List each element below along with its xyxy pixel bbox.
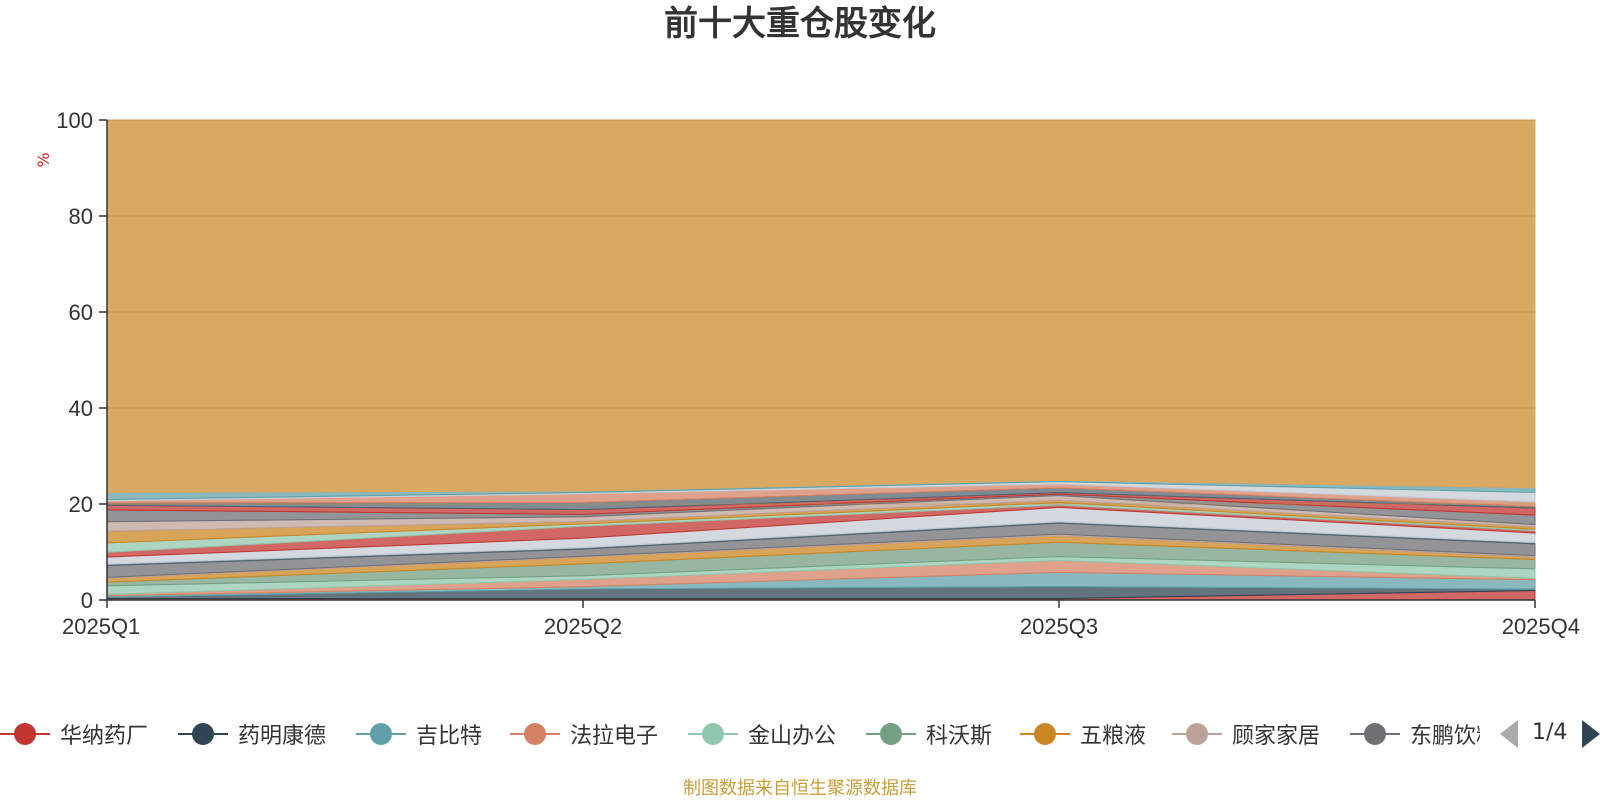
y-tick-label-2: 40	[69, 396, 93, 421]
legend-marker-dot	[1186, 723, 1208, 745]
y-tick-label-4: 80	[69, 204, 93, 229]
x-tick-label-1: 2025Q2	[544, 614, 622, 639]
legend-page-indicator: 1/4	[1532, 720, 1568, 745]
legend-label: 华纳药厂	[60, 724, 149, 749]
legend-marker-icon	[510, 712, 560, 756]
legend-marker-icon	[688, 712, 738, 756]
legend-label: 科沃斯	[926, 724, 993, 749]
legend-marker-dot	[192, 723, 214, 745]
x-tick-label-2: 2025Q3	[1020, 614, 1098, 639]
legend-item[interactable]: 顾家家居	[1172, 712, 1320, 756]
legend-marker-icon	[0, 712, 50, 756]
legend-label: 吉比特	[416, 724, 483, 749]
legend-label: 五粮液	[1080, 724, 1147, 749]
legend-item[interactable]: 法拉电子	[510, 712, 658, 756]
legend-item[interactable]: 金山办公	[688, 712, 836, 756]
legend-marker-icon	[866, 712, 916, 756]
legend-prev-page-icon[interactable]	[1500, 720, 1518, 748]
x-tick-label-3: 2025Q4	[1502, 614, 1580, 639]
legend: 华纳药厂 药明康德 吉比特 法拉电子 金山办公 科沃斯 五粮液 顾家家居 东鹏饮料	[0, 712, 1480, 756]
legend-marker-icon	[1020, 712, 1070, 756]
legend-marker-dot	[14, 723, 36, 745]
legend-marker-dot	[1034, 723, 1056, 745]
legend-marker-dot	[1364, 723, 1386, 745]
legend-marker-icon	[356, 712, 406, 756]
legend-label: 金山办公	[748, 724, 837, 749]
legend-marker-icon	[178, 712, 228, 756]
legend-next-page-icon[interactable]	[1582, 720, 1600, 748]
legend-item[interactable]: 华纳药厂	[0, 712, 148, 756]
area-series-21	[106, 119, 1536, 493]
legend-pager: 1/4	[1500, 712, 1600, 756]
legend-item[interactable]: 五粮液	[1020, 712, 1146, 756]
y-tick-label-3: 60	[69, 300, 93, 325]
legend-marker-dot	[702, 723, 724, 745]
legend-marker-icon	[1350, 712, 1400, 756]
legend-item[interactable]: 东鹏饮料	[1350, 712, 1480, 756]
legend-item[interactable]: 科沃斯	[866, 712, 992, 756]
legend-item[interactable]: 药明康德	[178, 712, 326, 756]
legend-label: 顾家家居	[1232, 724, 1321, 749]
legend-marker-dot	[880, 723, 902, 745]
legend-item[interactable]: 吉比特	[356, 712, 482, 756]
legend-label: 东鹏饮料	[1410, 724, 1480, 749]
legend-marker-icon	[1172, 712, 1222, 756]
legend-marker-dot	[370, 723, 392, 745]
y-tick-label-1: 20	[69, 492, 93, 517]
x-tick-label-0: 2025Q1	[62, 614, 140, 639]
stacked-area-chart: 0 20 40 60 80 100 2025Q1 2025Q2 2025Q3 2025Q4	[56, 108, 1580, 639]
y-tick-label-0: 0	[81, 588, 93, 613]
chart-title: 前十大重仓股变化	[664, 4, 936, 44]
legend-label: 药明康德	[238, 724, 327, 749]
data-source-note: 制图数据来自恒生聚源数据库	[683, 778, 917, 799]
y-tick-label-5: 100	[56, 108, 93, 133]
legend-label: 法拉电子	[570, 724, 659, 749]
legend-marker-dot	[524, 723, 546, 745]
